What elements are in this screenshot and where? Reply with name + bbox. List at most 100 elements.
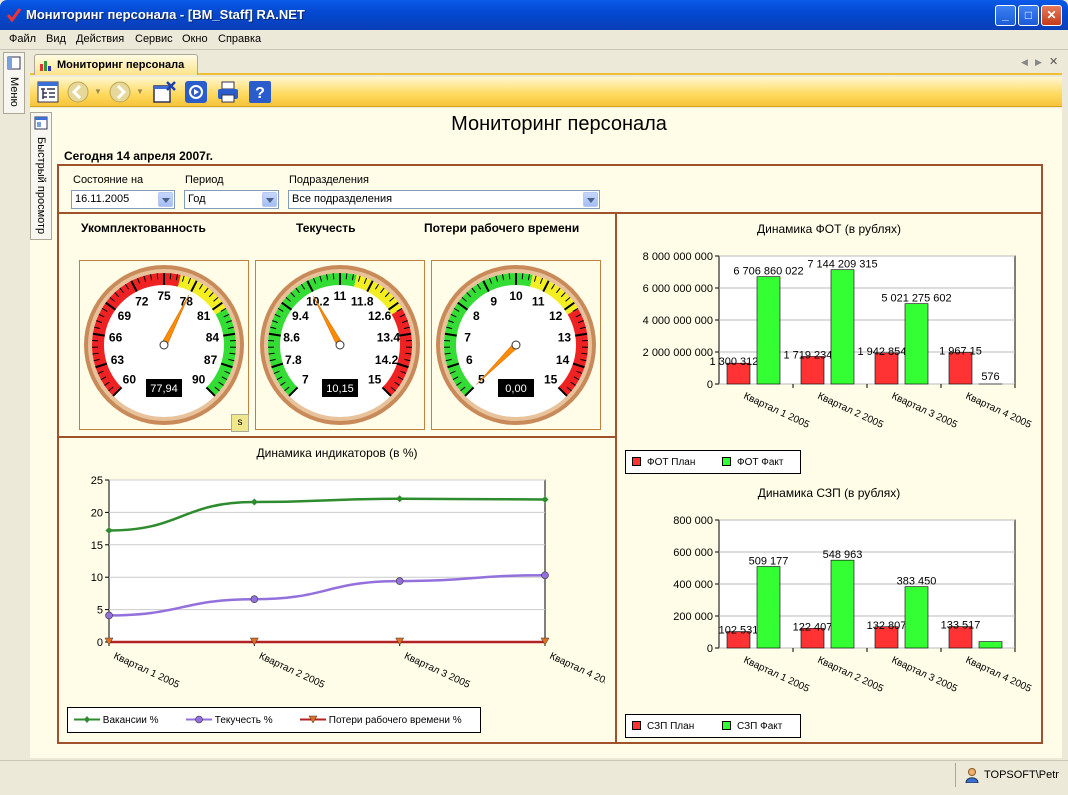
back-icon[interactable]: [66, 80, 90, 104]
gauge-tick: [306, 280, 314, 292]
gauge-tick: [332, 273, 335, 280]
bar: [830, 269, 855, 385]
gauge-tick: [205, 386, 216, 397]
legend-swatch: [632, 457, 641, 466]
menu-help[interactable]: Справка: [218, 33, 262, 45]
gauge-tick: [573, 376, 580, 381]
gauge-tick: [224, 370, 231, 375]
gauge-readout: 0,00: [505, 383, 526, 395]
gauge-tick: [93, 358, 100, 362]
gauge-tick: [114, 292, 120, 298]
menu-actions[interactable]: Действия: [76, 33, 125, 45]
quick-view-tab[interactable]: Быстрый просмотр: [30, 112, 52, 240]
tab-close-icon[interactable]: ✕: [1049, 56, 1059, 68]
gauge-tick: [482, 280, 490, 292]
menu-service[interactable]: Сервис: [135, 33, 173, 45]
state-date-combo[interactable]: 16.11.2005: [71, 190, 175, 209]
gauge-tick: [204, 287, 209, 294]
gauge-zone: [92, 273, 181, 396]
data-point: [395, 577, 404, 585]
gauge-zone: [268, 273, 357, 396]
x-tick-label: Квартал 1 2005: [742, 655, 812, 695]
payroll-panel: Динамика ФОТ (в рублях) 0 2 000 000 000 4 …: [615, 212, 1043, 744]
data-point: [395, 637, 405, 646]
gauge-tick: [374, 283, 380, 290]
gauge-tick: [211, 301, 223, 311]
gauge-tick-label: 7.8: [285, 353, 302, 367]
indicators-legend: Вакансии % Текучесть % Потери рабочего в…: [67, 707, 481, 733]
close-button[interactable]: ✕: [1041, 5, 1062, 26]
department-combo[interactable]: Все подразделения: [288, 190, 600, 209]
menu-window[interactable]: Окно: [182, 33, 208, 45]
gauge-tick: [175, 274, 178, 281]
maximize-button[interactable]: □: [1018, 5, 1039, 26]
forward-icon[interactable]: [108, 80, 132, 104]
y-tick-label: 8 000 000 000: [643, 251, 713, 263]
bar: [830, 559, 855, 649]
gauge-tick: [394, 381, 400, 386]
chevron-down-icon[interactable]: [583, 192, 598, 207]
gauge-tick: [95, 362, 108, 369]
menu-view[interactable]: Вид: [46, 33, 66, 45]
chevron-down-icon[interactable]: [158, 192, 173, 207]
forward-dropdown-icon[interactable]: ▼: [136, 87, 144, 96]
close-document-icon[interactable]: [152, 80, 176, 104]
gauge-tick: [461, 297, 467, 302]
gauge-tick-label: 11: [532, 294, 545, 308]
gauge-tick-label: 13: [558, 330, 572, 344]
gauge-needle-cap: [335, 340, 345, 350]
s-button[interactable]: s: [231, 414, 249, 432]
x-tick-label: Квартал 2 2005: [816, 655, 886, 695]
gauge-tick-label: 69: [118, 309, 132, 323]
gauge-tick: [326, 274, 329, 281]
data-point: [104, 637, 114, 646]
gauge-tick: [397, 376, 404, 381]
y-tick-label: 2 000 000 000: [643, 347, 713, 359]
main-content: Быстрый просмотр Мониторинг персонала Се…: [30, 108, 1062, 758]
gauge-tick: [466, 292, 472, 298]
gauge-tick-label: 13.4: [377, 330, 401, 344]
svg-text:?: ?: [255, 85, 265, 102]
tab-scroll-right-icon[interactable]: ▶: [1035, 57, 1042, 67]
tab-monitoring[interactable]: Мониторинг персонала: [34, 54, 198, 75]
tab-scroll-left-icon[interactable]: ◀: [1021, 57, 1028, 67]
bar: [904, 303, 929, 385]
gauge-tick-label: 6: [466, 353, 473, 367]
gauge-tick: [366, 280, 374, 292]
gauge-tick: [570, 381, 576, 386]
gauge-tick: [444, 352, 451, 355]
gauge-tick-label: 84: [206, 330, 220, 344]
print-icon[interactable]: [216, 80, 240, 104]
period-combo[interactable]: Год: [184, 190, 279, 209]
chevron-down-icon[interactable]: [262, 192, 277, 207]
gauge-tick: [581, 352, 588, 355]
x-tick-label: Квартал 3 2005: [402, 651, 472, 691]
gauge-tick: [198, 283, 204, 290]
gauge-tick: [96, 320, 103, 324]
gauge-tick: [403, 326, 410, 330]
gauge-tick: [405, 352, 412, 355]
menu-file[interactable]: Файл: [9, 33, 37, 45]
y-tick-label: 200 000: [673, 611, 713, 623]
refresh-icon[interactable]: [184, 80, 208, 104]
gauge-tick-label: 90: [192, 373, 206, 387]
help-icon[interactable]: ?: [248, 80, 272, 104]
gauge-tick: [577, 320, 584, 324]
gauge-turnover: 7 7.8 8.6 9.4 10.2 11 11.8 12.6 13.4 14.2 15 10,15: [255, 260, 425, 430]
gauge-zone: [444, 273, 533, 396]
back-dropdown-icon[interactable]: ▼: [94, 87, 102, 96]
tree-view-icon[interactable]: [36, 80, 60, 104]
gauge-tick: [572, 362, 585, 369]
gauge-tick: [223, 332, 236, 337]
gauge-tick: [565, 297, 571, 302]
gauge-tick: [288, 386, 299, 397]
menu-side-tab[interactable]: Меню: [3, 52, 25, 114]
data-label: 1 300 312 9: [709, 356, 767, 368]
data-label: 5 021 275 602: [881, 293, 951, 305]
quick-view-icon: [34, 116, 48, 130]
data-label: 132 807: [867, 620, 907, 632]
minimize-button[interactable]: _: [995, 5, 1016, 26]
y-tick-label: 6 000 000 000: [643, 283, 713, 295]
gauge-staffing-dial: 606366697275788184879077,94: [84, 265, 244, 425]
